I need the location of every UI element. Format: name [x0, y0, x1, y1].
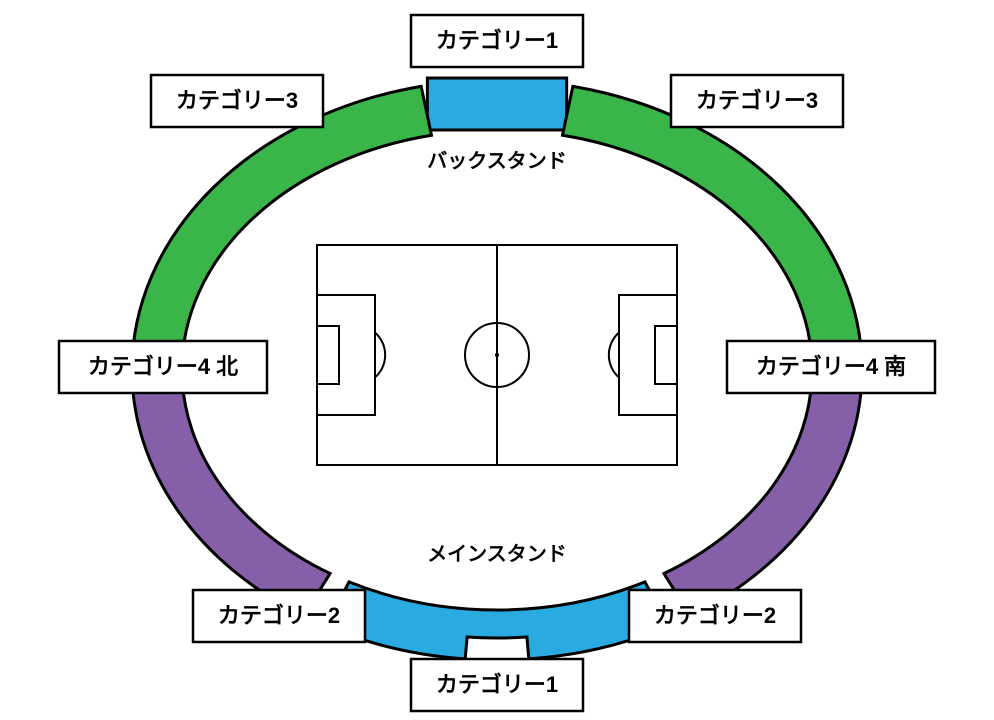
category-4-north — [132, 370, 330, 616]
label-category-4-south: カテゴリー4 南 — [727, 341, 935, 393]
label-category-2-right-text: カテゴリー2 — [654, 603, 776, 628]
main-stand-label: メインスタンド — [427, 542, 567, 565]
back-stand-label: バックスタンド — [427, 149, 566, 172]
label-category-2-left: カテゴリー2 — [193, 590, 365, 642]
label-category-4-south-text: カテゴリー4 南 — [756, 354, 906, 379]
label-category-2-right: カテゴリー2 — [629, 590, 801, 642]
label-category-2-left-text: カテゴリー2 — [218, 603, 340, 628]
label-category-4-north: カテゴリー4 北 — [59, 341, 267, 393]
category-1-bottom — [326, 582, 669, 659]
label-category-3-top-right-text: カテゴリー3 — [696, 88, 818, 113]
category-4-south — [664, 370, 862, 616]
category-3-top-right — [562, 86, 862, 370]
category-1-top — [427, 78, 566, 130]
label-category-3-top-left-text: カテゴリー3 — [176, 88, 298, 113]
label-category-1-top: カテゴリー1 — [411, 15, 583, 67]
label-category-1-bottom-text: カテゴリー1 — [436, 672, 558, 697]
label-category-3-top-left: カテゴリー3 — [151, 75, 323, 127]
label-category-3-top-right: カテゴリー3 — [671, 75, 843, 127]
label-category-1-bottom: カテゴリー1 — [411, 659, 583, 711]
label-category-4-north-text: カテゴリー4 北 — [88, 354, 238, 379]
label-category-1-top-text: カテゴリー1 — [436, 28, 558, 53]
category-3-top-left — [132, 86, 432, 370]
pitch — [317, 245, 677, 465]
